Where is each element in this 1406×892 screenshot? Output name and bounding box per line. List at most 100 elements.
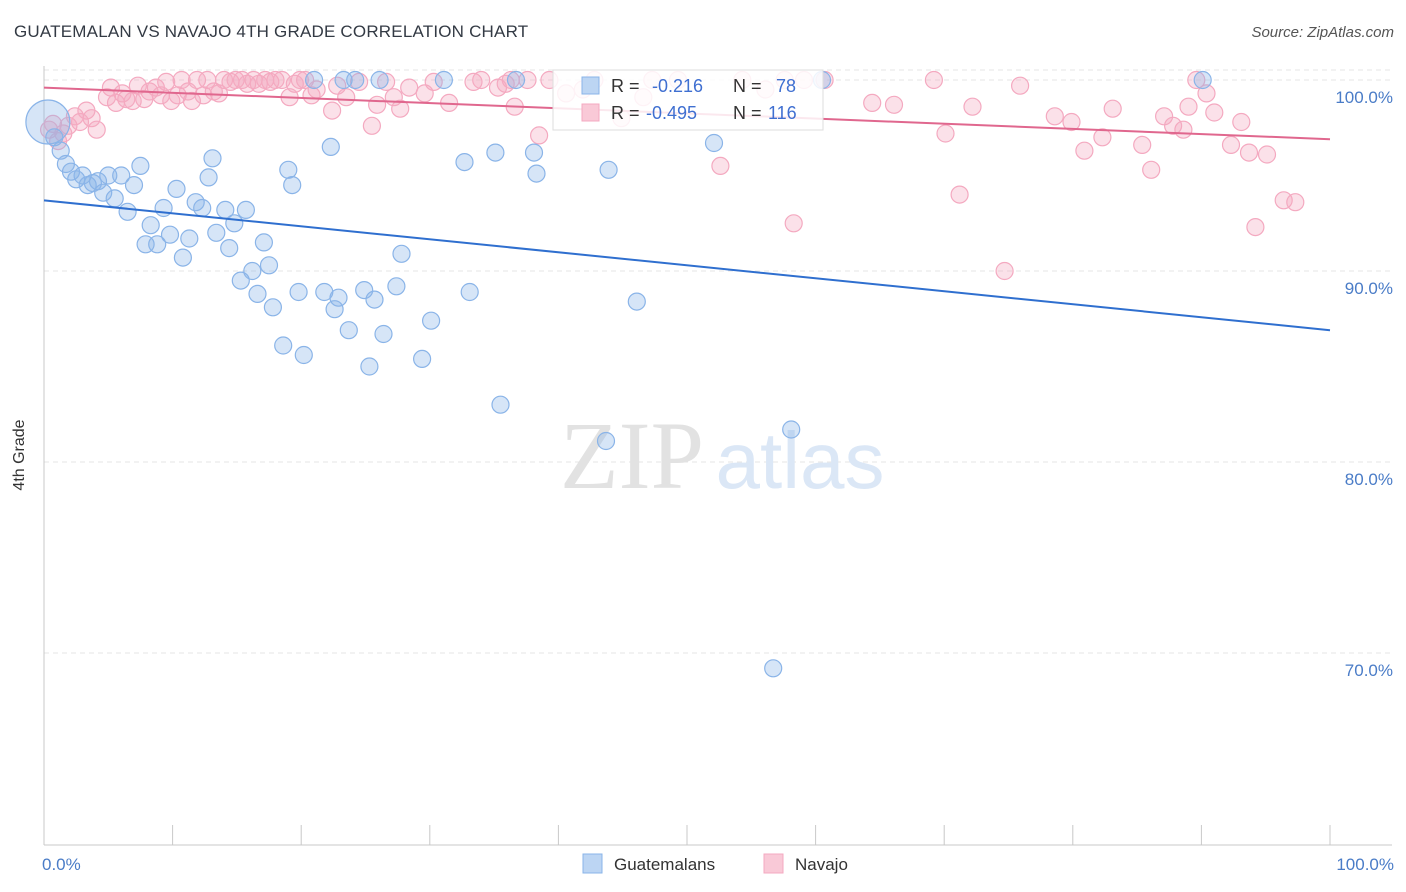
point-guatemalans-35 xyxy=(243,261,262,281)
point-navajo-26 xyxy=(182,91,201,111)
point-navajo-97 xyxy=(1103,99,1122,118)
point-navajo-8 xyxy=(82,109,101,128)
point-guatemalans-44 xyxy=(294,345,313,365)
point-guatemalans-54 xyxy=(360,357,379,376)
point-guatemalans-66 xyxy=(491,395,510,414)
point-navajo-88 xyxy=(936,124,955,143)
point-guatemalans-52 xyxy=(346,70,365,90)
point-navajo-21 xyxy=(157,72,176,92)
stats-n-label-guatemalans: N = xyxy=(733,76,762,96)
point-guatemalans-32 xyxy=(225,214,244,233)
point-guatemalans-24 xyxy=(180,229,199,248)
y-tick-labels: 100.0% 90.0% 80.0% 70.0% xyxy=(1335,88,1393,680)
point-guatemalans-27 xyxy=(199,168,218,187)
stats-r-value-guatemalans: -0.216 xyxy=(652,76,703,96)
point-guatemalans-26 xyxy=(193,198,212,218)
point-navajo-92 xyxy=(1010,76,1030,95)
point-guatemalans-12 xyxy=(105,189,124,208)
point-navajo-6 xyxy=(70,112,90,132)
stats-n-value-navajo: 116 xyxy=(768,103,797,123)
point-guatemalans-56 xyxy=(370,70,389,90)
point-navajo-110 xyxy=(1246,218,1265,237)
point-guatemalans-72 xyxy=(627,292,646,311)
point-navajo-47 xyxy=(302,86,321,105)
legend-swatch-navajo xyxy=(763,853,784,874)
legend-label-navajo: Navajo xyxy=(795,855,848,874)
point-guatemalans-59 xyxy=(392,244,411,263)
stats-r-label-guatemalans: R = xyxy=(611,76,640,96)
point-guatemalans-19 xyxy=(148,235,167,254)
point-guatemalans-69 xyxy=(527,164,546,183)
y-tick-label-0: 100.0% xyxy=(1335,88,1393,107)
point-navajo-55 xyxy=(377,72,396,92)
chart-title: GUATEMALAN VS NAVAJO 4TH GRADE CORRELATI… xyxy=(14,22,529,41)
point-navajo-24 xyxy=(172,70,191,90)
point-navajo-95 xyxy=(1075,141,1094,160)
trend-line-guatemalans xyxy=(43,199,1331,332)
point-guatemalans-38 xyxy=(259,256,279,275)
point-guatemalans-68 xyxy=(524,143,544,162)
point-guatemalans-73 xyxy=(704,133,724,153)
point-navajo-93 xyxy=(1045,107,1064,126)
point-guatemalans-18 xyxy=(141,216,160,235)
point-navajo-96 xyxy=(1093,128,1112,147)
point-navajo-41 xyxy=(266,70,285,90)
point-guatemalans-42 xyxy=(283,176,302,195)
point-guatemalans-40 xyxy=(274,336,293,355)
y-tick-label-3: 70.0% xyxy=(1345,661,1393,680)
point-guatemalans-23 xyxy=(173,248,192,267)
point-guatemalans-10 xyxy=(94,183,113,202)
point-navajo-54 xyxy=(368,95,387,114)
point-navajo-63 xyxy=(472,70,491,90)
stats-box: R = -0.216 N = 78 R = -0.495 N = 116 xyxy=(552,69,824,131)
stats-swatch-navajo xyxy=(581,103,600,122)
point-guatemalans-29 xyxy=(207,223,226,242)
point-guatemalans-77 xyxy=(1193,70,1212,90)
point-navajo-90 xyxy=(963,97,982,116)
point-navajo-107 xyxy=(1221,135,1241,154)
point-navajo-78 xyxy=(711,156,730,175)
point-navajo-45 xyxy=(290,70,309,90)
point-guatemalans-9 xyxy=(88,172,108,191)
point-navajo-91 xyxy=(995,261,1014,281)
stats-n-value-guatemalans: 78 xyxy=(776,76,796,96)
point-navajo-112 xyxy=(1274,191,1293,210)
point-navajo-87 xyxy=(924,70,944,90)
chart-source: Source: ZipAtlas.com xyxy=(1251,24,1394,41)
point-guatemalans-67 xyxy=(506,70,526,90)
point-guatemalans-49 xyxy=(329,288,348,307)
point-guatemalans-55 xyxy=(365,290,384,309)
point-guatemalans-74 xyxy=(764,659,783,678)
point-navajo-104 xyxy=(1187,70,1206,90)
point-navajo-27 xyxy=(187,70,207,90)
point-guatemalans-45 xyxy=(305,70,324,90)
point-navajo-101 xyxy=(1163,116,1183,135)
point-navajo-10 xyxy=(97,88,117,107)
point-navajo-99 xyxy=(1142,160,1161,179)
point-guatemalans-64 xyxy=(455,153,474,172)
point-navajo-102 xyxy=(1174,120,1193,139)
point-guatemalans-58 xyxy=(387,277,406,296)
point-guatemalans-39 xyxy=(263,298,282,317)
point-navajo-106 xyxy=(1205,103,1224,122)
point-guatemalans-48 xyxy=(325,300,344,319)
point-guatemalans-57 xyxy=(374,324,393,344)
point-navajo-82 xyxy=(784,214,803,233)
point-navajo-89 xyxy=(950,185,969,204)
point-navajo-85 xyxy=(863,93,882,113)
point-guatemalans-75 xyxy=(782,420,801,439)
stats-n-label-navajo: N = xyxy=(733,103,762,123)
point-navajo-4 xyxy=(59,116,78,135)
point-guatemalans-13 xyxy=(112,166,131,185)
legend-label-guatemalans: Guatemalans xyxy=(614,855,715,874)
point-navajo-51 xyxy=(337,88,356,107)
points-layer xyxy=(25,70,1305,678)
point-navajo-108 xyxy=(1232,112,1251,132)
point-navajo-9 xyxy=(87,120,106,139)
point-navajo-57 xyxy=(391,99,410,118)
point-navajo-69 xyxy=(529,126,549,145)
point-navajo-34 xyxy=(226,70,245,90)
stats-r-label-navajo: R = xyxy=(611,103,640,123)
point-navajo-86 xyxy=(884,95,904,114)
